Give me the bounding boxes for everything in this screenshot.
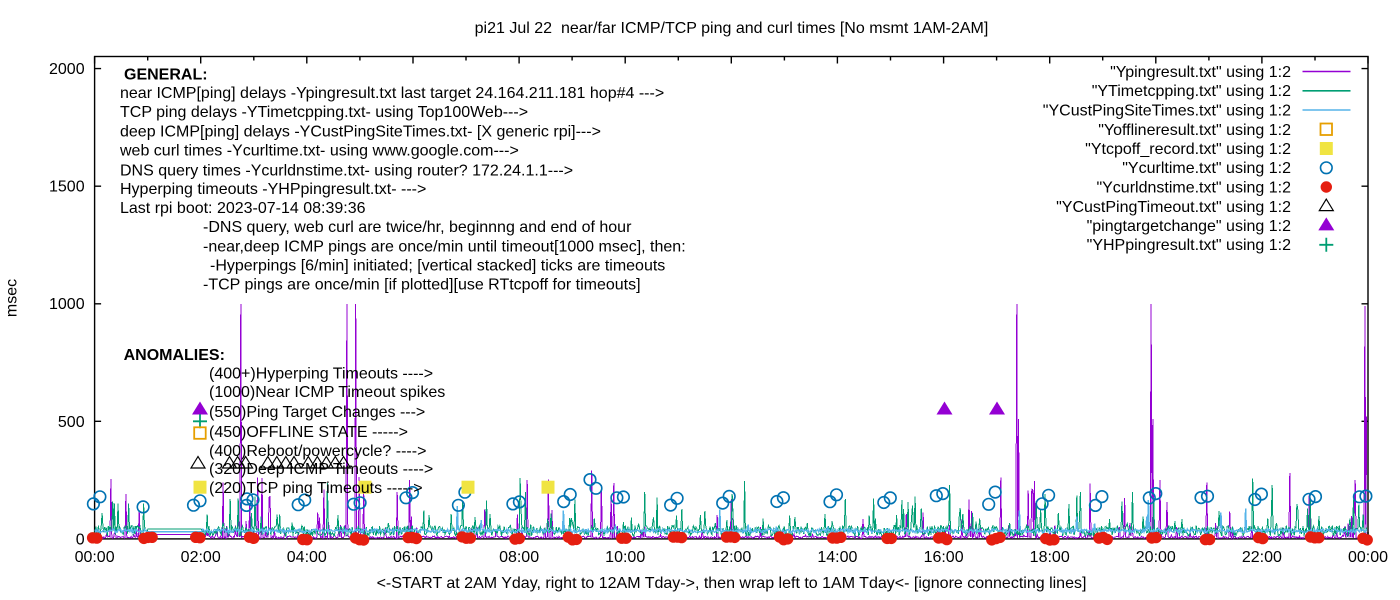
svg-text:"pingtargetchange" using 1:2: "pingtargetchange" using 1:2 xyxy=(1087,218,1292,235)
svg-text:06:00: 06:00 xyxy=(393,549,433,566)
svg-text:18:00: 18:00 xyxy=(1030,549,1070,566)
svg-text:DNS query times -Ycurldnstime.: DNS query times -Ycurldnstime.txt- using… xyxy=(120,163,573,180)
svg-text:16:00: 16:00 xyxy=(924,549,964,566)
svg-text:Hyperping timeouts -YHPpingres: Hyperping timeouts -YHPpingresult.txt- -… xyxy=(120,181,426,198)
svg-text:-Hyperpings [6/min] initiated;: -Hyperpings [6/min] initiated; [vertical… xyxy=(210,258,665,275)
svg-text:GENERAL:: GENERAL: xyxy=(124,67,208,84)
svg-text:20:00: 20:00 xyxy=(1136,549,1176,566)
svg-text:02:00: 02:00 xyxy=(181,549,221,566)
svg-text:00:00: 00:00 xyxy=(1348,549,1388,566)
svg-text:1500: 1500 xyxy=(49,179,85,196)
svg-text:08:00: 08:00 xyxy=(499,549,539,566)
svg-text:Last rpi boot: 2023-07-14 08:3: Last rpi boot: 2023-07-14 08:39:36 xyxy=(120,200,366,217)
svg-text:(400)Reboot/powercycle? ---->: (400)Reboot/powercycle? ----> xyxy=(209,443,426,460)
svg-text:"Ytcpoff_record.txt" using 1:2: "Ytcpoff_record.txt" using 1:2 xyxy=(1085,141,1291,158)
svg-text:(320)Deep ICMP Timeouts ---->: (320)Deep ICMP Timeouts ----> xyxy=(209,461,433,478)
svg-text:0: 0 xyxy=(76,531,85,548)
svg-text:"YCustPingSiteTimes.txt" using: "YCustPingSiteTimes.txt" using 1:2 xyxy=(1043,103,1291,120)
svg-text:"YCustPingTimeout.txt" using 1: "YCustPingTimeout.txt" using 1:2 xyxy=(1056,199,1291,216)
svg-text:near ICMP[ping] delays -Ypingr: near ICMP[ping] delays -Ypingresult.txt … xyxy=(120,85,664,102)
svg-text:(220)TCP ping Timeouts ----->: (220)TCP ping Timeouts -----> xyxy=(209,480,423,497)
svg-text:"Ycurltime.txt" using 1:2: "Ycurltime.txt" using 1:2 xyxy=(1122,160,1291,177)
svg-text:TCP ping delays -YTimetcpping.: TCP ping delays -YTimetcpping.txt- using… xyxy=(120,104,528,121)
svg-text:web curl times -Ycurltime.txt-: web curl times -Ycurltime.txt- using www… xyxy=(119,143,519,160)
svg-text:(1000)Near ICMP Timeout spikes: (1000)Near ICMP Timeout spikes xyxy=(209,384,445,401)
svg-text:500: 500 xyxy=(58,414,85,431)
svg-text:(450)OFFLINE STATE ----->: (450)OFFLINE STATE -----> xyxy=(209,424,408,441)
svg-text:"YHPpingresult.txt" using 1:2: "YHPpingresult.txt" using 1:2 xyxy=(1087,237,1291,254)
svg-text:"YTimetcpping.txt" using 1:2: "YTimetcpping.txt" using 1:2 xyxy=(1092,83,1291,100)
svg-text:22:00: 22:00 xyxy=(1242,549,1282,566)
svg-text:"Ycurldnstime.txt" using 1:2: "Ycurldnstime.txt" using 1:2 xyxy=(1096,180,1291,197)
svg-text:(400+)Hyperping Timeouts ---->: (400+)Hyperping Timeouts ----> xyxy=(209,365,433,382)
svg-text:"Yofflineresult.txt" using 1:2: "Yofflineresult.txt" using 1:2 xyxy=(1098,122,1291,139)
svg-text:deep ICMP[ping] delays -YCustP: deep ICMP[ping] delays -YCustPingSiteTim… xyxy=(120,124,601,141)
svg-text:ANOMALIES:: ANOMALIES: xyxy=(124,347,225,364)
svg-text:msec: msec xyxy=(4,279,21,317)
svg-text:10:00: 10:00 xyxy=(605,549,645,566)
svg-text:04:00: 04:00 xyxy=(287,549,327,566)
svg-text:14:00: 14:00 xyxy=(817,549,857,566)
svg-text:-near,deep ICMP pings are once: -near,deep ICMP pings are once/min until… xyxy=(203,239,686,256)
svg-text:1000: 1000 xyxy=(49,296,85,313)
svg-text:pi21 Jul 22 near/far ICMP/TCP: pi21 Jul 22 near/far ICMP/TCP ping and c… xyxy=(475,20,989,37)
svg-text:-DNS query, web curl are twice: -DNS query, web curl are twice/hr, begin… xyxy=(203,219,632,236)
svg-text:"Ypingresult.txt" using 1:2: "Ypingresult.txt" using 1:2 xyxy=(1110,64,1291,81)
svg-text:(550)Ping Target Changes --->: (550)Ping Target Changes ---> xyxy=(209,404,425,421)
svg-text:12:00: 12:00 xyxy=(711,549,751,566)
svg-text:00:00: 00:00 xyxy=(75,549,115,566)
svg-text:<-START at 2AM Yday, right to: <-START at 2AM Yday, right to 12AM Tday-… xyxy=(377,575,1087,592)
svg-text:-TCP pings are once/min [if pl: -TCP pings are once/min [if plotted][use… xyxy=(203,277,641,294)
svg-text:2000: 2000 xyxy=(49,61,85,78)
